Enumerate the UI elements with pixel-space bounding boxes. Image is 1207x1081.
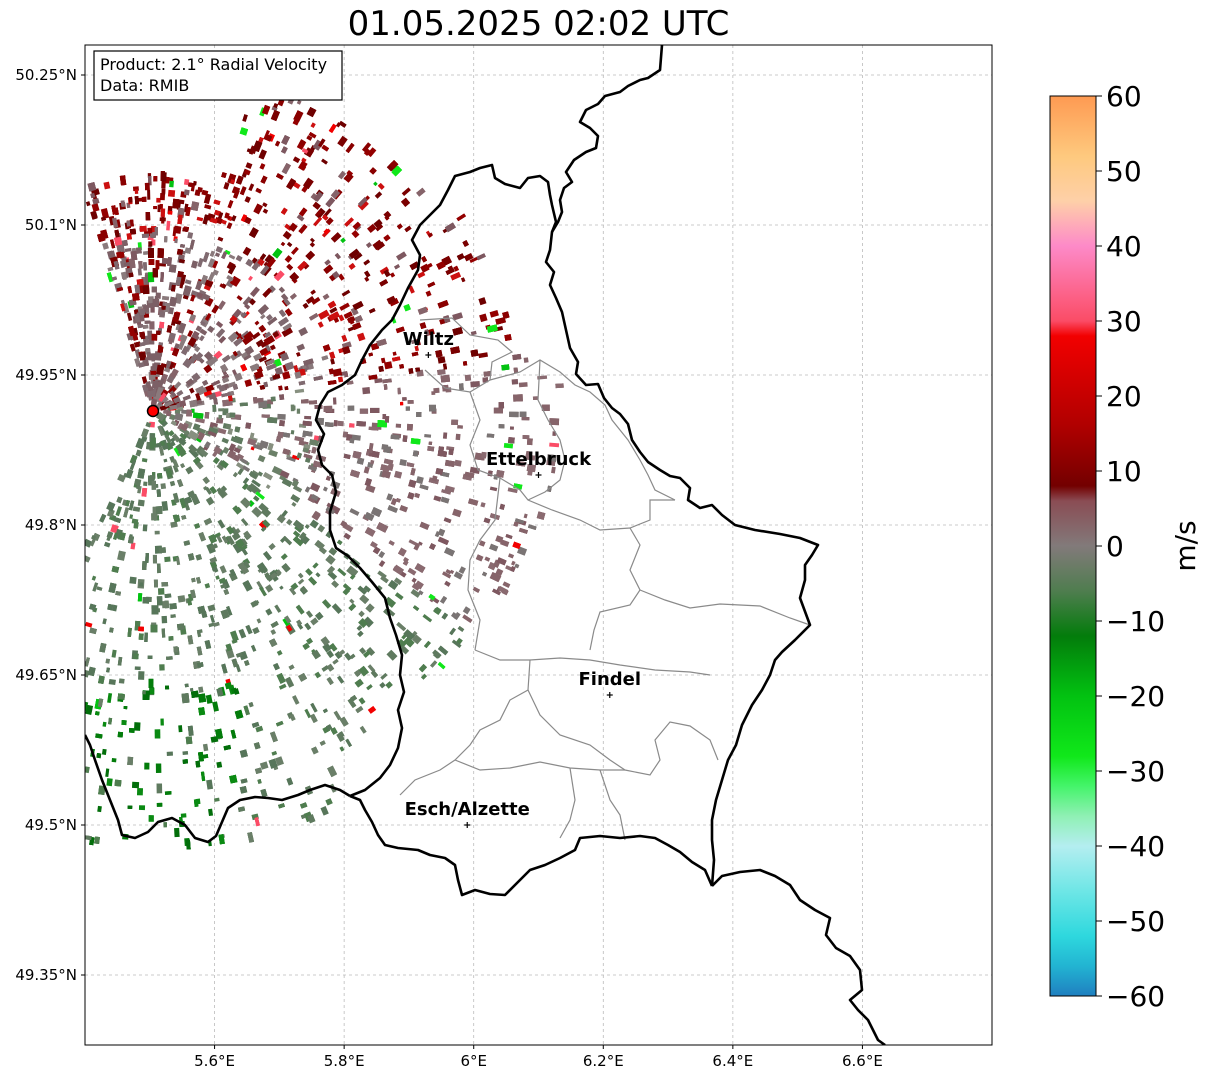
colorbar-tick-label: 30 — [1106, 305, 1142, 338]
info-box: Product: 2.1° Radial Velocity Data: RMIB — [93, 50, 343, 101]
map-panel[interactable]: Wiltz Ettelbruck Findel Esch/Alzette — [83, 44, 993, 1046]
colorbar-tick-label: 50 — [1106, 155, 1142, 188]
lon-tick-label: 6°E — [460, 1052, 487, 1070]
colorbar-tick-label: −30 — [1106, 755, 1165, 788]
colorbar[interactable]: 60 50 40 30 20 10 0 −10 −20 −30 −40 −50 −60 m/s — [1049, 80, 1202, 1013]
city-labels: Wiltz Ettelbruck Findel Esch/Alzette — [403, 329, 641, 828]
city-label: Ettelbruck — [486, 449, 592, 470]
radar-site-marker[interactable] — [146, 404, 160, 418]
lon-tick-label: 5.6°E — [194, 1052, 235, 1070]
info-product: Product: 2.1° Radial Velocity — [100, 55, 327, 74]
lat-tick-label: 49.35°N — [15, 966, 77, 984]
lat-tick-label: 49.65°N — [15, 666, 77, 684]
lat-tick-label: 50.25°N — [15, 66, 77, 84]
lon-tick-label: 6.6°E — [842, 1052, 883, 1070]
colorbar-tick-label: −50 — [1106, 905, 1165, 938]
lat-tick-label: 50.1°N — [25, 216, 77, 234]
colorbar-gradient — [1049, 95, 1097, 997]
lon-tick-label: 5.8°E — [324, 1052, 365, 1070]
map-title: 01.05.2025 02:02 UTC — [347, 4, 730, 44]
radial-velocity-echoes — [85, 79, 564, 850]
city-marker: Ettelbruck — [486, 449, 592, 478]
canton-borders — [399, 317, 811, 841]
city-marker: Wiltz — [403, 329, 454, 358]
colorbar-tick-label: −40 — [1106, 830, 1165, 863]
lat-tick-label: 49.95°N — [15, 366, 77, 384]
colorbar-tick-label: 40 — [1106, 230, 1142, 263]
lat-tick-label: 49.5°N — [25, 816, 77, 834]
colorbar-unit-label: m/s — [1169, 520, 1202, 571]
colorbar-tick-label: −20 — [1106, 680, 1165, 713]
country-borders — [85, 45, 886, 1045]
colorbar-tick-label: 60 — [1106, 80, 1142, 113]
info-data-source: Data: RMIB — [100, 76, 189, 95]
colorbar-ticks: 60 50 40 30 20 10 0 −10 −20 −30 −40 −50 −60 — [1096, 80, 1165, 1013]
colorbar-tick-label: 0 — [1106, 530, 1124, 563]
city-marker: Esch/Alzette — [405, 799, 530, 828]
latitude-axis: 50.25°N 50.1°N 49.95°N 49.8°N 49.65°N 49.5°N 4… — [15, 66, 85, 984]
colorbar-tick-label: 20 — [1106, 380, 1142, 413]
lon-tick-label: 6.2°E — [583, 1052, 624, 1070]
longitude-axis: 5.6°E 5.8°E 6°E 6.2°E 6.4°E 6.6°E — [194, 1045, 883, 1070]
lat-tick-label: 49.8°N — [25, 516, 77, 534]
city-marker: Findel — [578, 669, 641, 698]
city-label: Findel — [578, 669, 641, 690]
city-label: Wiltz — [403, 329, 454, 350]
lon-tick-label: 6.4°E — [712, 1052, 753, 1070]
colorbar-tick-label: −60 — [1106, 980, 1165, 1013]
colorbar-tick-label: −10 — [1106, 605, 1165, 638]
city-label: Esch/Alzette — [405, 799, 530, 820]
colorbar-tick-label: 10 — [1106, 455, 1142, 488]
